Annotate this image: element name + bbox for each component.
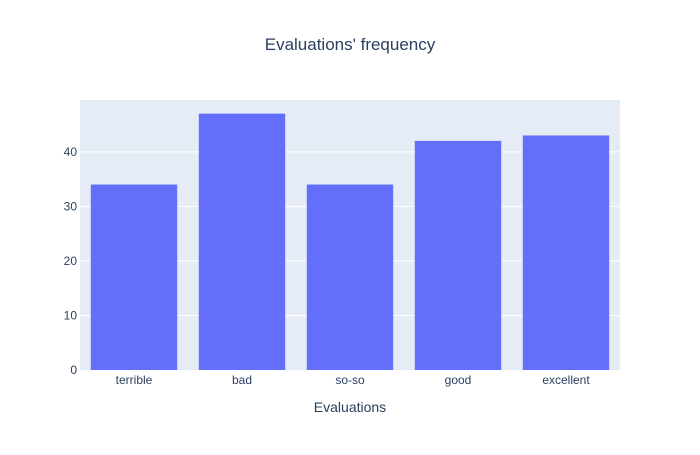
- y-tick-label: 20: [64, 254, 78, 268]
- chart-title: Evaluations' frequency: [265, 35, 436, 54]
- x-tick-label: terrible: [116, 373, 153, 387]
- bar-good[interactable]: [414, 140, 502, 370]
- x-tick-label: so-so: [335, 373, 365, 387]
- bar-so-so[interactable]: [306, 184, 394, 370]
- y-tick-label: 30: [64, 199, 78, 213]
- bars: [90, 113, 610, 371]
- x-tick-labels: terrible bad so-so good excellent: [116, 373, 591, 387]
- bar-bad[interactable]: [198, 113, 286, 371]
- x-axis-label: Evaluations: [314, 399, 386, 415]
- y-tick-label: 40: [64, 145, 78, 159]
- y-tick-labels: 0 10 20 30 40: [64, 145, 78, 377]
- x-tick-label: excellent: [542, 373, 590, 387]
- x-tick-label: good: [445, 373, 472, 387]
- bar-terrible[interactable]: [90, 184, 178, 370]
- x-tick-label: bad: [232, 373, 252, 387]
- y-tick-label: 0: [70, 363, 77, 377]
- bar-excellent[interactable]: [522, 135, 610, 370]
- y-tick-label: 10: [64, 308, 78, 322]
